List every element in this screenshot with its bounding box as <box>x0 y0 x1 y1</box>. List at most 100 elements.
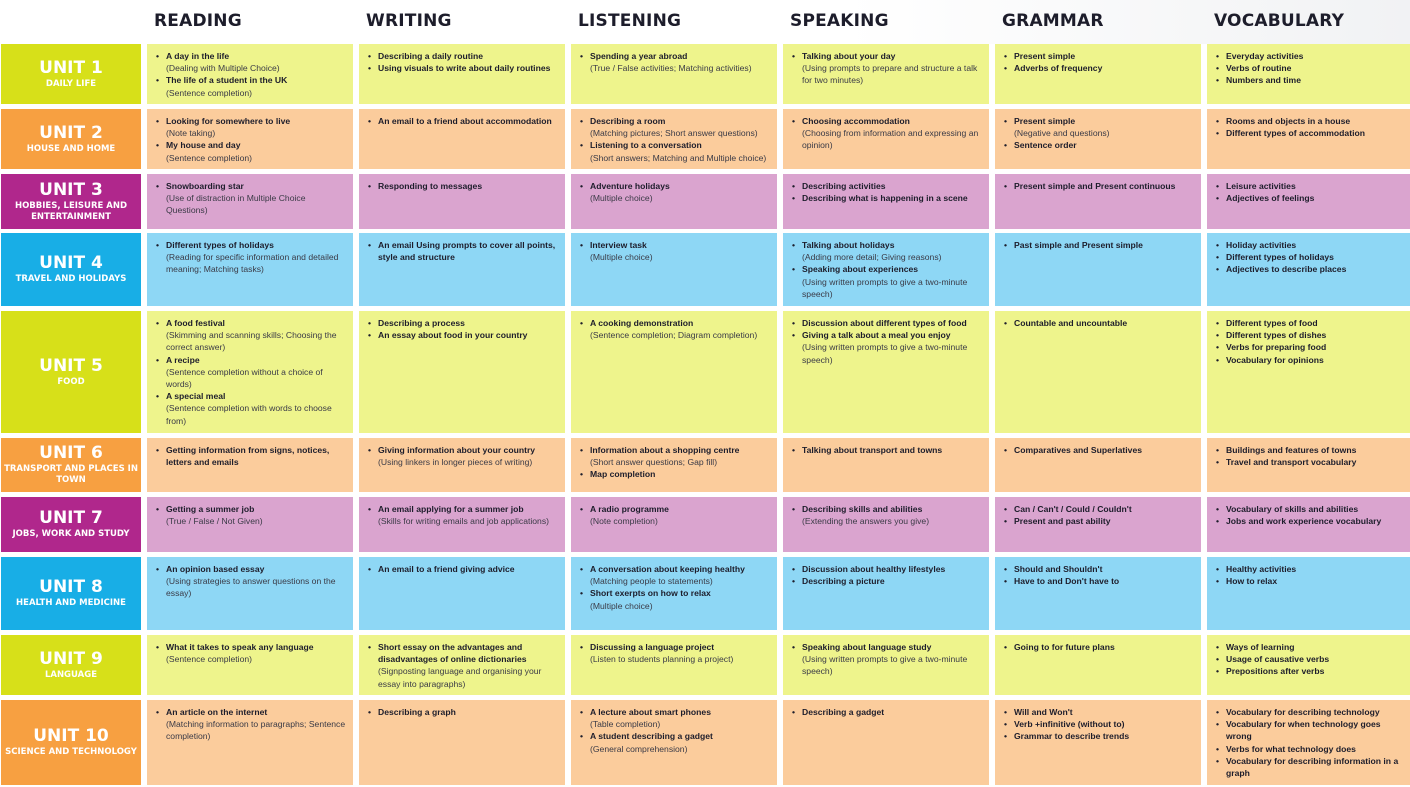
topic-note: (Note taking) <box>166 128 216 139</box>
unit-number: UNIT 7 <box>39 508 103 528</box>
topic-item: Spending a year abroad (True / False acti… <box>579 50 771 74</box>
topic-note: (True / False activities; Matching activ… <box>590 63 752 74</box>
topic-list: Short essay on the advantages and disadv… <box>367 641 559 690</box>
topic-note: (Sentence completion) <box>166 152 252 163</box>
cell-unit4-reading: Different types of holidays (Reading for … <box>147 233 353 306</box>
topic-title: Vocabulary for describing information in… <box>1226 755 1399 779</box>
topic-item: Describing a daily routine <box>367 50 559 62</box>
topic-title: Speaking about language study <box>802 642 932 652</box>
topic-item: Can / Can't / Could / Couldn't <box>1003 503 1195 515</box>
topic-list: Healthy activities How to relax <box>1215 563 1407 588</box>
cell-unit2-listening: Describing a room (Matching pictures; Sho… <box>571 109 777 169</box>
topic-title: Present and past ability <box>1014 516 1111 527</box>
topic-list: Leisure activities Adjectives of feelings <box>1215 180 1407 205</box>
topic-list: Getting a summer job (True / False / Not … <box>155 503 347 527</box>
unit-name: HOUSE AND HOME <box>26 143 116 154</box>
topic-item: Information about a shopping centre (Shor… <box>579 444 771 468</box>
cell-unit8-grammar: Should and Shouldn't Have to and Don't ha… <box>995 557 1201 630</box>
topic-title: Holiday activities <box>1226 240 1297 250</box>
topic-item: Short exerpts on how to relax(Multiple c… <box>579 587 771 611</box>
cell-unit1-writing: Describing a daily routine Using visuals … <box>359 44 565 104</box>
topic-item: Ways of learning <box>1215 641 1407 653</box>
cell-unit10-grammar: Will and Won't Verb +infinitive (without … <box>995 700 1201 785</box>
topic-title: My house and day <box>166 140 241 151</box>
topic-item: A cooking demonstration (Sentence complet… <box>579 317 771 341</box>
topic-item: Getting a summer job (True / False / Not … <box>155 503 347 527</box>
topic-note: (Using prompts to prepare and structure … <box>802 63 978 86</box>
topic-note: (Using written prompts to give a two-min… <box>802 654 968 677</box>
topic-item: Grammar to describe trends <box>1003 730 1195 742</box>
topic-item: Verbs for preparing food <box>1215 341 1407 353</box>
cell-unit10-speaking: Describing a gadget <box>783 700 989 785</box>
topic-title: Grammar to describe trends <box>1014 731 1130 742</box>
column-header-grammar: GRAMMAR <box>1002 11 1104 31</box>
topic-list: Spending a year abroad (True / False acti… <box>579 50 771 74</box>
unit-name: TRANSPORT AND PLACES IN TOWN <box>4 464 138 485</box>
topic-item: Different types of dishes <box>1215 329 1407 341</box>
topic-note: (Signposting language and organising you… <box>378 666 542 689</box>
topic-item: Interview task (Multiple choice) <box>579 239 771 263</box>
cell-unit5-vocabulary: Different types of food Different types o… <box>1207 311 1410 433</box>
topic-list: A cooking demonstration (Sentence complet… <box>579 317 771 341</box>
topic-item: Discussion about healthy lifestyles <box>791 563 983 575</box>
cell-unit7-speaking: Describing skills and abilities (Extendin… <box>783 497 989 552</box>
topic-list: Buildings and features of towns Travel an… <box>1215 444 1407 469</box>
unit-number: UNIT 3 <box>39 179 103 200</box>
topic-item: Different types of holidays <box>1215 251 1407 263</box>
topic-list: Choosing accommodation (Choosing from inf… <box>791 115 983 152</box>
cell-unit6-listening: Information about a shopping centre (Shor… <box>571 438 777 492</box>
topic-title: Have to and Don't have to <box>1014 576 1120 587</box>
topic-list: What it takes to speak any language (Sent… <box>155 641 347 665</box>
column-header-speaking: SPEAKING <box>790 11 889 31</box>
topic-item: Past simple and Present simple <box>1003 239 1195 251</box>
cell-unit2-vocabulary: Rooms and objects in a house Different ty… <box>1207 109 1410 169</box>
unit-name: FOOD <box>57 376 85 387</box>
topic-item: Present and past ability <box>1003 515 1195 527</box>
cell-unit10-vocabulary: Vocabulary for describing technology Voca… <box>1207 700 1410 785</box>
topic-list: Looking for somewhere to live (Note takin… <box>155 115 347 164</box>
topic-list: Discussion about healthy lifestyles Descr… <box>791 563 983 588</box>
topic-list: Present simple Adverbs of frequency <box>1003 50 1195 75</box>
topic-title: Sentence order <box>1014 140 1077 151</box>
topic-title: Spending a year abroad <box>590 51 688 61</box>
topic-title: Prepositions after verbs <box>1226 666 1325 677</box>
topic-note: (Using strategies to answer questions on… <box>166 576 336 599</box>
unit-number: UNIT 1 <box>39 57 103 78</box>
cell-unit9-listening: Discussing a language project (Listen to … <box>571 635 777 695</box>
topic-item: Sentence order <box>1003 139 1195 151</box>
topic-title: An essay about food in your country <box>378 330 528 341</box>
topic-title: Leisure activities <box>1226 181 1296 191</box>
topic-item: Comparatives and Superlatives <box>1003 444 1195 456</box>
topic-title: Verbs for preparing food <box>1226 342 1327 353</box>
topic-note: (Multiple choice) <box>590 600 653 611</box>
topic-title: Verbs of routine <box>1226 63 1292 74</box>
topic-list: Past simple and Present simple <box>1003 239 1195 251</box>
topic-title: Usage of causative verbs <box>1226 654 1330 665</box>
topic-title: Discussing a language project <box>590 642 715 652</box>
topic-list: Talking about your day (Using prompts to … <box>791 50 983 87</box>
topic-list: Speaking about language study (Using writ… <box>791 641 983 678</box>
topic-title: Adjectives to describe places <box>1226 264 1347 275</box>
topic-item: A conversation about keeping healthy (Mat… <box>579 563 771 587</box>
cell-unit6-reading: Getting information from signs, notices,… <box>147 438 353 492</box>
topic-list: A radio programme (Note completion) <box>579 503 771 527</box>
topic-item: Jobs and work experience vocabulary <box>1215 515 1407 527</box>
unit-number: UNIT 4 <box>39 253 103 273</box>
topic-list: Discussion about different types of food… <box>791 317 983 366</box>
topic-title: Short essay on the advantages and disadv… <box>378 642 527 665</box>
topic-item: Speaking about experiences(Using written… <box>791 263 983 300</box>
topic-item: A recipe(Sentence completion without a c… <box>155 354 347 391</box>
unit-label-unit7: UNIT 7 JOBS, WORK AND STUDY <box>1 497 141 552</box>
topic-title: Getting a summer job <box>166 504 255 514</box>
topic-list: Getting information from signs, notices,… <box>155 444 347 468</box>
topic-title: Talking about transport and towns <box>802 445 943 455</box>
topic-item: A day in the life (Dealing with Multiple … <box>155 50 347 74</box>
topic-list: Talking about holidays (Adding more detai… <box>791 239 983 300</box>
topic-list: Adventure holidays (Multiple choice) <box>579 180 771 204</box>
topic-item: Choosing accommodation (Choosing from inf… <box>791 115 983 152</box>
topic-list: A food festival (Skimming and scanning sk… <box>155 317 347 427</box>
topic-item: Listening to a conversation(Short answer… <box>579 139 771 163</box>
cell-unit4-listening: Interview task (Multiple choice) <box>571 233 777 306</box>
cell-unit1-grammar: Present simple Adverbs of frequency <box>995 44 1201 104</box>
topic-item: Vocabulary of skills and abilities <box>1215 503 1407 515</box>
